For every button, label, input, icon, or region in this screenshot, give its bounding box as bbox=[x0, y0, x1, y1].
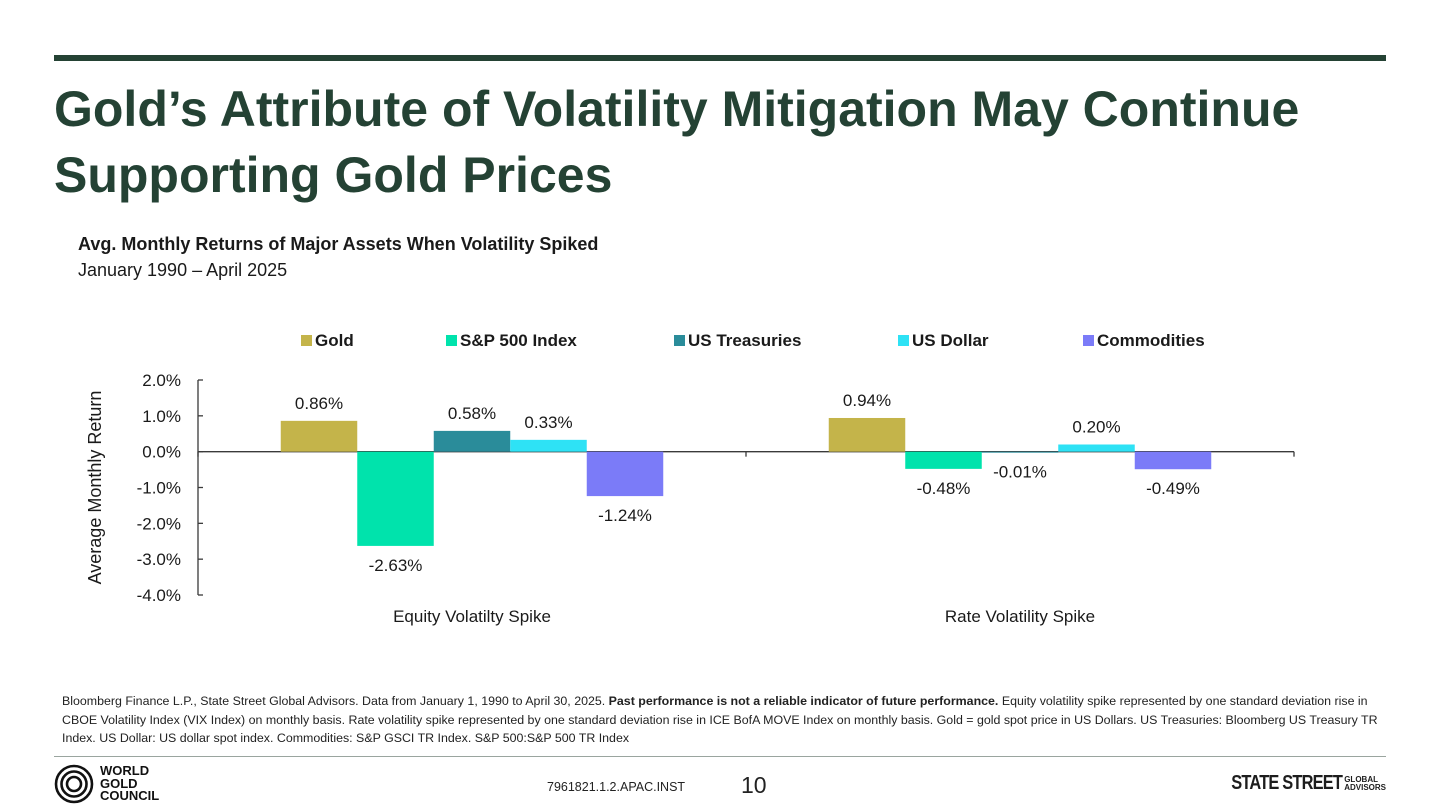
page-number: 10 bbox=[741, 772, 767, 798]
ss-logo-side-2: ADVISORS bbox=[1344, 782, 1386, 792]
bar-chart: Gold S&P 500 Index US Treasuries US Dollar C… bbox=[85, 331, 1295, 626]
data-label-0-0: 0.86% bbox=[295, 394, 343, 413]
state-street-logo: STATE STREET GLOBAL ADVISORS bbox=[1207, 772, 1386, 795]
data-label-1-2: -0.01% bbox=[993, 463, 1047, 482]
bar-0-4 bbox=[586, 451, 664, 497]
y-tick-label-4: -2.0% bbox=[137, 514, 181, 533]
category-label-1: Rate Volatility Spike bbox=[945, 607, 1095, 626]
legend-swatch-2 bbox=[674, 335, 685, 346]
legend-swatch-3 bbox=[898, 335, 909, 346]
legend-swatch-4 bbox=[1083, 335, 1094, 346]
legend-label-3: US Dollar bbox=[912, 331, 989, 350]
data-label-1-3: 0.20% bbox=[1072, 418, 1120, 437]
legend-swatch-1 bbox=[446, 335, 457, 346]
source-text-rest: Equity volatility spike represented by o… bbox=[62, 694, 1378, 745]
source-text: Bloomberg Finance L.P., State Street Glo… bbox=[62, 694, 609, 708]
data-label-0-1: -2.63% bbox=[369, 556, 423, 575]
bar-1-4 bbox=[1134, 451, 1212, 470]
chart-subtitle: January 1990 – April 2025 bbox=[78, 260, 288, 280]
legend-label-0: Gold bbox=[315, 331, 354, 350]
y-tick-label-2: 0.0% bbox=[142, 443, 181, 462]
y-tick-label-5: -3.0% bbox=[137, 550, 181, 569]
bar-1-1 bbox=[905, 451, 982, 469]
legend-label-4: Commodities bbox=[1097, 331, 1205, 350]
data-label-0-3: 0.33% bbox=[524, 413, 572, 432]
wgc-word-3: COUNCIL bbox=[100, 788, 160, 804]
bar-1-3 bbox=[1058, 444, 1135, 452]
data-label-0-4: -1.24% bbox=[598, 506, 652, 525]
bottom-rule bbox=[54, 756, 1386, 757]
data-label-1-4: -0.49% bbox=[1146, 479, 1200, 498]
bar-0-0 bbox=[280, 420, 358, 452]
chart-title: Avg. Monthly Returns of Major Assets Whe… bbox=[78, 234, 599, 254]
y-axis-title: Average Monthly Return bbox=[85, 391, 105, 585]
y-tick-label-3: -1.0% bbox=[137, 479, 181, 498]
top-rule bbox=[54, 55, 1386, 61]
source-note: Bloomberg Finance L.P., State Street Glo… bbox=[62, 692, 1392, 748]
bar-1-0 bbox=[828, 417, 906, 452]
category-label-0: Equity Volatilty Spike bbox=[393, 607, 551, 626]
y-tick-label-0: 2.0% bbox=[142, 371, 181, 390]
ss-logo-side-1: GLOBAL bbox=[1344, 774, 1378, 784]
world-gold-council-logo: WORLD GOLD COUNCIL bbox=[54, 764, 159, 804]
y-tick-label-6: -4.0% bbox=[137, 586, 181, 605]
data-label-0-2: 0.58% bbox=[448, 404, 496, 423]
bar-1-2 bbox=[981, 451, 1059, 453]
slide-title: Gold’s Attribute of Volatility Mitigatio… bbox=[54, 81, 1300, 203]
document-code: 7961821.1.2.APAC.INST bbox=[547, 780, 686, 794]
wgc-word-2: GOLD bbox=[100, 775, 138, 791]
legend-label-2: US Treasuries bbox=[688, 331, 801, 350]
legend-swatch-0 bbox=[301, 335, 312, 346]
wgc-word-1: WORLD bbox=[100, 763, 150, 779]
y-tick-label-1: 1.0% bbox=[142, 407, 181, 426]
bar-0-1 bbox=[357, 451, 434, 546]
bar-0-2 bbox=[433, 430, 511, 452]
data-label-1-0: 0.94% bbox=[843, 391, 891, 410]
legend-label-1: S&P 500 Index bbox=[460, 331, 577, 350]
wgc-rings-icon bbox=[54, 764, 94, 804]
bar-0-3 bbox=[510, 439, 587, 452]
source-disclaimer: Past performance is not a reliable indic… bbox=[608, 694, 999, 708]
ss-logo-main: STATE STREET bbox=[1231, 772, 1343, 794]
data-label-1-1: -0.48% bbox=[917, 479, 971, 498]
